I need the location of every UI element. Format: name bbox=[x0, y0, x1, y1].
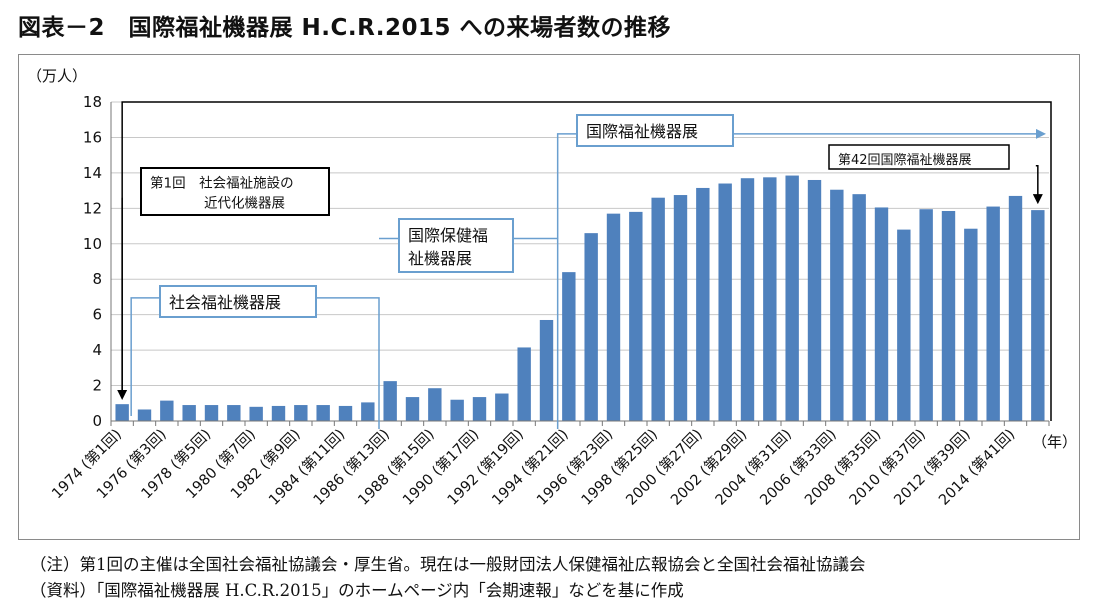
annotation-42nd-show-box bbox=[828, 144, 1010, 170]
bar bbox=[584, 233, 598, 421]
bar bbox=[160, 400, 174, 421]
y-tick-label: 12 bbox=[83, 199, 102, 217]
y-tick-label: 18 bbox=[83, 93, 102, 111]
bar bbox=[763, 177, 777, 421]
bar bbox=[941, 210, 956, 421]
bar bbox=[249, 406, 263, 421]
annotation-social-welfare-box bbox=[159, 285, 317, 318]
x-tick-label: 2012 (第39回) bbox=[890, 425, 974, 509]
y-tick-label: 16 bbox=[83, 128, 102, 146]
annotation-42nd-show-text: 第42回国際福祉機器展 bbox=[838, 153, 972, 168]
bar bbox=[383, 381, 397, 422]
x-tick-label: 2000 (第27回) bbox=[622, 425, 706, 509]
x-tick-label: 2006 (第33回) bbox=[756, 425, 840, 509]
annotation-first-show: 第1回 社会福祉施設の 近代化機器展 bbox=[140, 167, 330, 216]
x-tick-label: 2008 (第35回) bbox=[801, 425, 885, 509]
x-tick-label: 2002 (第29回) bbox=[667, 425, 751, 509]
bar bbox=[897, 229, 911, 421]
bar bbox=[137, 409, 152, 421]
bar bbox=[204, 405, 219, 421]
y-tick-label: 6 bbox=[92, 306, 102, 324]
annotation-intl-welfare-text: 国際福祉機器展 bbox=[586, 122, 698, 141]
bar bbox=[830, 189, 844, 421]
chart-frame: 0 2 4 6 8 10 12 14 16 18 1974 (第1回) 1976 (第3回) 1978 … bbox=[18, 54, 1080, 540]
annotation-social-welfare-text: 社会福祉機器展 bbox=[169, 293, 281, 312]
x-tick-label: 1986 (第13回) bbox=[309, 425, 393, 509]
x-tick-label: 1988 (第15回) bbox=[354, 425, 438, 509]
x-tick-label: 1990 (第17回) bbox=[399, 425, 483, 509]
annotation-42nd-show: 第42回国際福祉機器展 bbox=[828, 144, 1010, 170]
bar bbox=[227, 405, 241, 421]
bar bbox=[405, 397, 420, 421]
footnote-source: （資料）「国際福祉機器展 H.C.R.2015」のホームページ内「会期速報」など… bbox=[30, 581, 684, 600]
bar bbox=[450, 399, 464, 421]
period-arrow-intl bbox=[556, 128, 1046, 239]
bar bbox=[807, 179, 822, 421]
y-tick-label: 4 bbox=[92, 341, 102, 359]
bar bbox=[338, 405, 353, 421]
bar bbox=[629, 211, 643, 421]
bar bbox=[294, 405, 308, 421]
bar bbox=[740, 178, 755, 421]
bar bbox=[182, 405, 196, 421]
annotation-intl-health-welfare-box bbox=[398, 218, 514, 273]
bar bbox=[1008, 195, 1023, 421]
bar bbox=[495, 393, 509, 421]
bar bbox=[316, 405, 330, 421]
bar bbox=[874, 207, 889, 421]
bar bbox=[517, 347, 531, 421]
bar bbox=[964, 228, 978, 421]
annotation-first-show-text: 第1回 社会福祉施設の bbox=[150, 175, 294, 192]
y-tick-label: 2 bbox=[92, 377, 102, 395]
x-tick-label: 1984 (第11回) bbox=[265, 425, 349, 509]
x-axis-unit-label: （年） bbox=[1032, 433, 1077, 451]
x-tick-label: 1992 (第19回) bbox=[443, 425, 527, 509]
annotation-intl-health-welfare-text: 国際保健福 bbox=[408, 226, 488, 245]
page-title: 図表－2 国際福祉機器展 H.C.R.2015 への来場者数の推移 bbox=[18, 15, 672, 41]
bar bbox=[651, 197, 665, 421]
x-tick-label: 1994 (第21回) bbox=[488, 425, 572, 509]
bar bbox=[428, 388, 442, 421]
footnote-note: （注）第1回の主催は全国社会福祉協議会・厚生省。現在は一般財団法人保健福祉広報協… bbox=[30, 555, 866, 574]
x-tick-label: 1998 (第25回) bbox=[577, 425, 661, 509]
annotation-intl-health-welfare-text: 祉機器展 bbox=[408, 249, 472, 268]
y-tick-label: 0 bbox=[92, 412, 102, 430]
y-tick-label: 10 bbox=[83, 235, 102, 253]
y-tick-label: 14 bbox=[83, 164, 102, 182]
bar bbox=[986, 206, 1000, 421]
bar bbox=[361, 402, 375, 421]
x-tick-label: 2004 (第31回) bbox=[711, 425, 795, 509]
bar bbox=[718, 183, 732, 421]
bar bbox=[852, 194, 866, 421]
arrow-42nd-show bbox=[1032, 165, 1043, 205]
bar bbox=[919, 209, 933, 421]
bar bbox=[562, 272, 576, 421]
x-tick-label: 1996 (第23回) bbox=[533, 425, 617, 509]
annotation-intl-welfare-box bbox=[576, 114, 734, 147]
bar bbox=[271, 405, 286, 421]
y-axis-unit-label: （万人） bbox=[27, 67, 87, 85]
x-tick-label: 2010 (第37回) bbox=[845, 425, 929, 509]
annotation-first-show-text: 近代化機器展 bbox=[150, 196, 285, 212]
x-tick-label: 2014 (第41回) bbox=[935, 425, 1019, 509]
y-tick-label: 8 bbox=[92, 270, 102, 288]
bar bbox=[785, 175, 799, 421]
annotation-first-show-box bbox=[140, 167, 330, 216]
annotation-intl-welfare: 国際福祉機器展 bbox=[576, 114, 734, 147]
bar bbox=[696, 187, 710, 421]
bar bbox=[115, 404, 129, 421]
bar bbox=[606, 213, 621, 421]
bar bbox=[673, 195, 688, 421]
annotation-social-welfare: 社会福祉機器展 bbox=[159, 285, 317, 318]
bar bbox=[539, 319, 554, 421]
bar bbox=[1031, 210, 1045, 421]
bar bbox=[472, 397, 487, 421]
